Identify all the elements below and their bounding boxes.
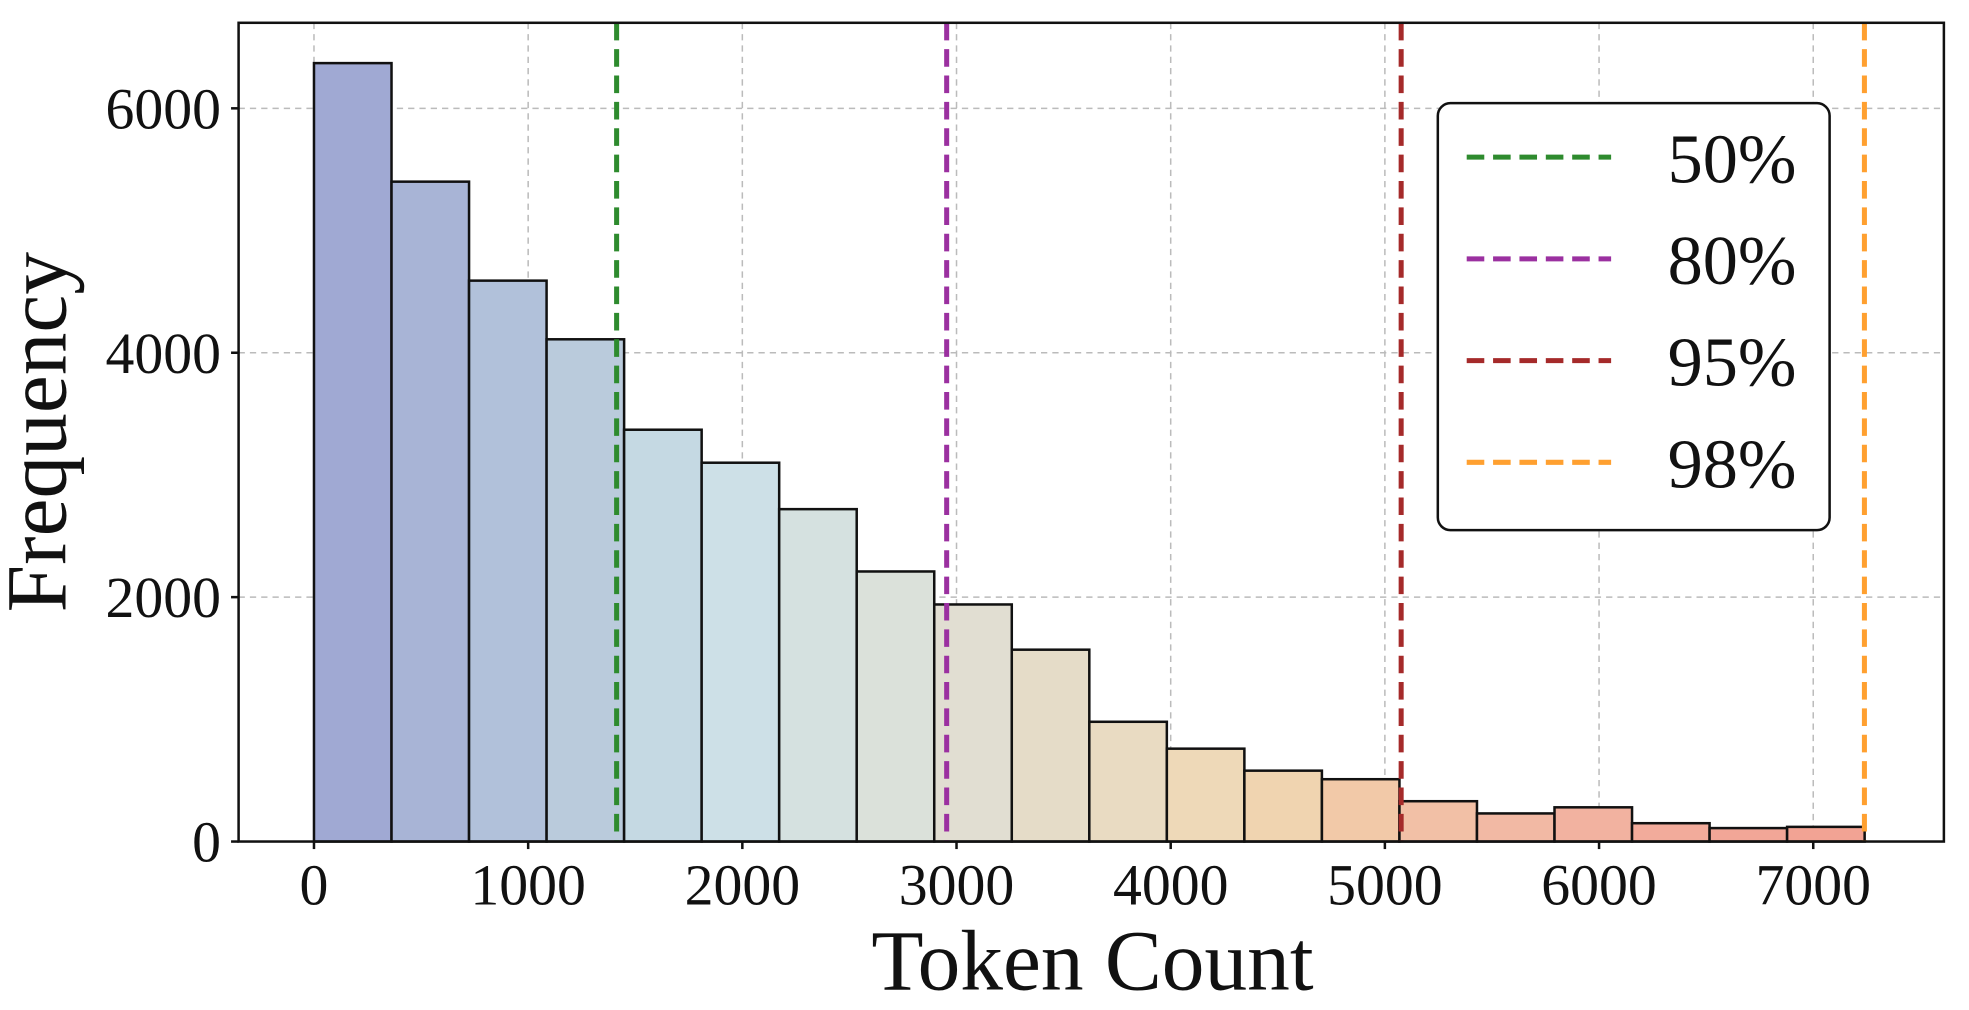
x-tick-label: 3000 — [899, 854, 1015, 917]
legend-label: 95% — [1668, 324, 1797, 402]
x-tick-label: 0 — [300, 854, 329, 917]
bar — [1398, 799, 1479, 843]
bar — [777, 507, 858, 843]
x-tick-label: 2000 — [685, 854, 801, 917]
bar — [1010, 648, 1091, 843]
x-tick-label: 6000 — [1541, 854, 1657, 917]
x-tick-label: 1000 — [470, 854, 586, 917]
bar — [390, 180, 471, 843]
x-tick-label: 5000 — [1327, 854, 1443, 917]
bar — [545, 338, 626, 843]
x-tick-label: 7000 — [1755, 854, 1871, 917]
y-tick-label: 0 — [192, 812, 221, 875]
legend-label: 80% — [1668, 222, 1797, 300]
bar — [312, 61, 393, 843]
plot-frame — [237, 21, 1946, 843]
legend-box — [1436, 101, 1831, 532]
bar — [1553, 806, 1634, 843]
y-tick-label: 2000 — [106, 567, 222, 630]
y-tick-label: 6000 — [106, 78, 222, 141]
bar — [700, 461, 781, 843]
bar — [1165, 747, 1246, 843]
legend-label: 50% — [1668, 120, 1797, 198]
bar — [1088, 720, 1169, 843]
legend: 50% 80% 95% 98% — [1436, 101, 1831, 532]
bar — [855, 570, 936, 843]
legend-label: 98% — [1668, 425, 1797, 503]
y-tick-label: 4000 — [106, 323, 222, 386]
bar — [622, 428, 703, 843]
bar — [1708, 826, 1789, 843]
bar — [1243, 769, 1324, 843]
bar — [467, 279, 548, 843]
bar — [1785, 825, 1866, 843]
x-axis-label: Token Count — [871, 915, 1313, 1009]
bar — [1630, 821, 1711, 843]
x-tick-label: 4000 — [1113, 854, 1229, 917]
bar — [1475, 812, 1556, 843]
y-axis-label: Frequency — [0, 252, 84, 613]
bar — [1320, 777, 1401, 843]
